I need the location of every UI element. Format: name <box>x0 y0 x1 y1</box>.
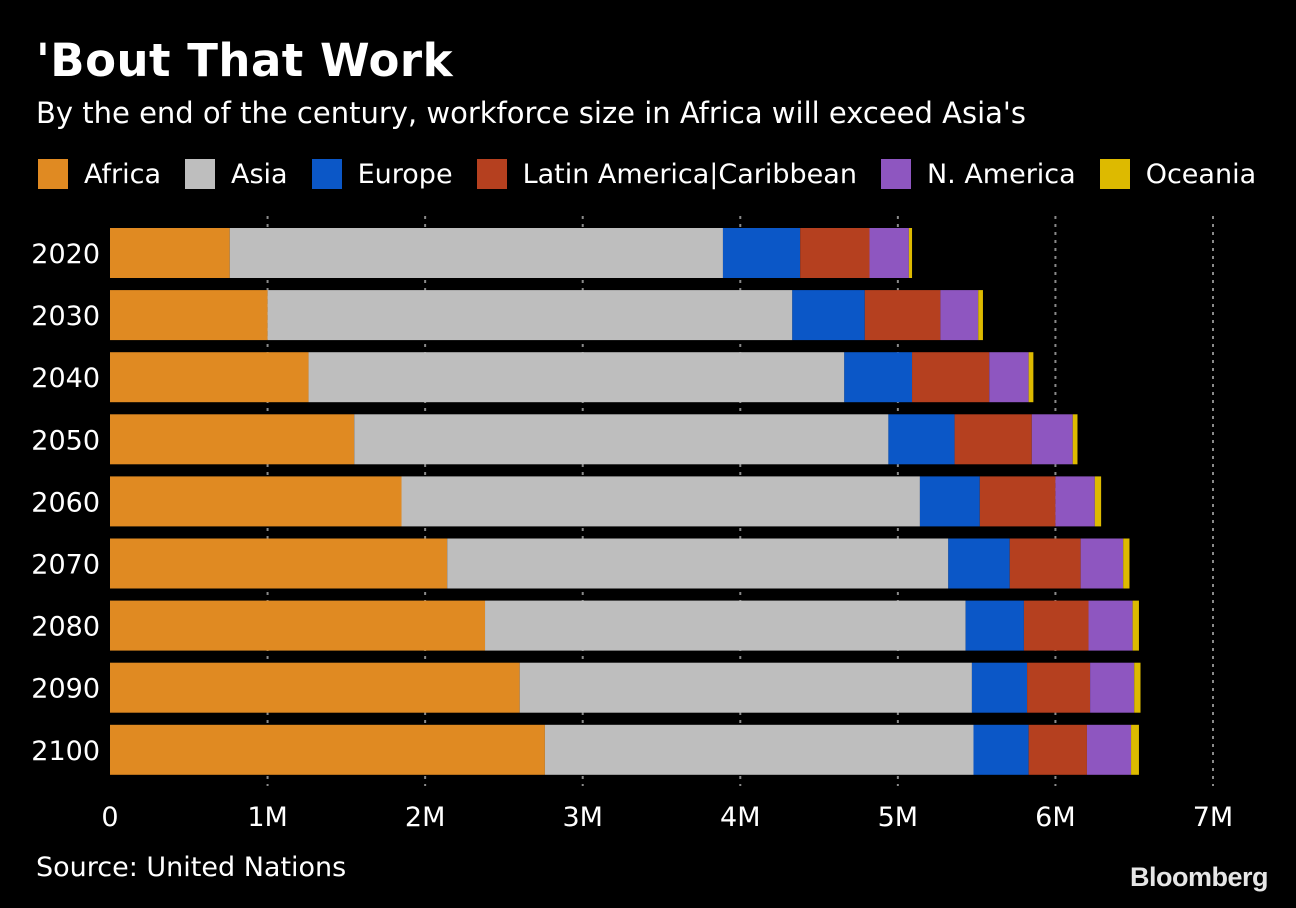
bar-segment <box>1009 538 1081 589</box>
bar-segment <box>110 662 520 713</box>
bar-segment <box>864 290 941 341</box>
x-tick-label: 7M <box>1193 802 1233 833</box>
bar-segment <box>447 538 949 589</box>
y-category-label: 2060 <box>31 487 100 518</box>
x-tick-label: 6M <box>1035 802 1075 833</box>
bar-segment <box>1088 600 1133 651</box>
y-category-label: 2050 <box>31 425 100 456</box>
bloomberg-logo: Bloomberg <box>1129 862 1269 892</box>
legend-item-europe: Europe <box>311 158 453 190</box>
legend-swatch-asia <box>185 159 216 189</box>
legend-swatch-north-america <box>880 159 911 189</box>
bar-segment <box>954 414 1032 465</box>
y-category-label: 2040 <box>31 363 100 394</box>
bar-segment <box>1072 414 1078 465</box>
bar-segment <box>110 352 309 403</box>
bar-segment <box>110 414 355 465</box>
legend-item-latin-america: Latin America|Caribbean <box>476 158 857 190</box>
legend-item-oceania: Oceania <box>1099 158 1257 190</box>
bar-segment <box>1131 724 1139 775</box>
bar-segment <box>919 476 980 527</box>
bar-segment <box>1023 600 1089 651</box>
bar-segment <box>110 600 486 651</box>
legend-swatch-latin-america <box>476 159 507 189</box>
bar-segment <box>978 290 983 341</box>
legend-swatch-africa <box>38 159 68 189</box>
legend-label-europe: Europe <box>357 158 453 190</box>
bar-segment <box>1028 352 1034 403</box>
bar-segment <box>1086 724 1132 775</box>
legend-label-oceania: Oceania <box>1145 158 1257 190</box>
x-tick-label: 4M <box>720 802 760 833</box>
bar-segment <box>948 538 1010 589</box>
bar-segment <box>110 476 402 527</box>
legend-swatch-europe <box>311 159 342 189</box>
legend-item-africa: Africa <box>38 159 161 190</box>
bar-segment <box>800 228 870 278</box>
bar-segment <box>110 724 545 775</box>
y-category-label: 2090 <box>31 674 100 705</box>
bar-segment <box>1132 600 1139 651</box>
bar-segment <box>110 538 448 589</box>
legend-label-africa: Africa <box>84 158 162 190</box>
bar-segment <box>1134 662 1141 713</box>
legend-label-latin-america: Latin America|Caribbean <box>522 158 857 190</box>
bar-segment <box>1094 476 1102 527</box>
bar-segment <box>1028 724 1087 775</box>
bar-segment <box>979 476 1056 527</box>
bar-segment <box>519 662 972 713</box>
x-tick-label: 1M <box>247 802 287 833</box>
bar-segment <box>722 228 801 278</box>
bars <box>110 228 1141 775</box>
y-category-label: 2030 <box>31 301 100 332</box>
legend-label-north-america: N. America <box>926 158 1076 190</box>
bar-segment <box>888 414 955 465</box>
bar-segment <box>544 724 974 775</box>
x-tick-label: 3M <box>562 802 602 833</box>
bar-segment <box>1123 538 1130 589</box>
bar-segment <box>229 228 723 278</box>
bar-segment <box>1031 414 1073 465</box>
bar-segment <box>354 414 889 465</box>
y-category-label: 2080 <box>31 612 100 643</box>
chart-title: 'Bout That Work <box>36 34 454 87</box>
legend-swatch-oceania <box>1099 159 1130 189</box>
x-tick-label: 0 <box>101 802 118 833</box>
bar-segment <box>110 290 268 341</box>
x-tick-label: 2M <box>405 802 445 833</box>
bar-segment <box>267 290 793 341</box>
x-tick-label: 5M <box>878 802 918 833</box>
axis-labels: 0 1M 2M 3M 4M 5M 6M 7M 2020 2030 2040 2050 2060 2070 2… <box>31 239 1233 833</box>
bar-segment <box>308 352 845 403</box>
bar-segment <box>1027 662 1091 713</box>
y-category-label: 2100 <box>31 736 100 767</box>
bar-segment <box>1080 538 1124 589</box>
bar-segment <box>1090 662 1135 713</box>
bar-segment <box>792 290 865 341</box>
y-category-label: 2070 <box>31 550 100 581</box>
source-note: Source: United Nations <box>36 852 347 883</box>
legend-label-asia: Asia <box>231 158 288 190</box>
bar-segment <box>971 662 1028 713</box>
bar-segment <box>110 228 230 278</box>
bar-segment <box>908 228 913 278</box>
bar-segment <box>1055 476 1095 527</box>
bar-segment <box>912 352 990 403</box>
bar-segment <box>940 290 979 341</box>
bar-segment <box>965 600 1024 651</box>
y-category-label: 2020 <box>31 239 100 270</box>
bar-segment <box>973 724 1029 775</box>
bar-segment <box>989 352 1029 403</box>
legend-item-asia: Asia <box>185 159 288 190</box>
legend-item-north-america: N. America <box>880 158 1076 190</box>
bar-segment <box>485 600 966 651</box>
chart-subtitle: By the end of the century, workforce siz… <box>36 96 1027 130</box>
bar-segment <box>844 352 913 403</box>
bar-segment <box>401 476 920 527</box>
bar-segment <box>869 228 909 278</box>
chart-legend: Africa Asia Europe Latin America|Caribbe… <box>38 156 1280 192</box>
